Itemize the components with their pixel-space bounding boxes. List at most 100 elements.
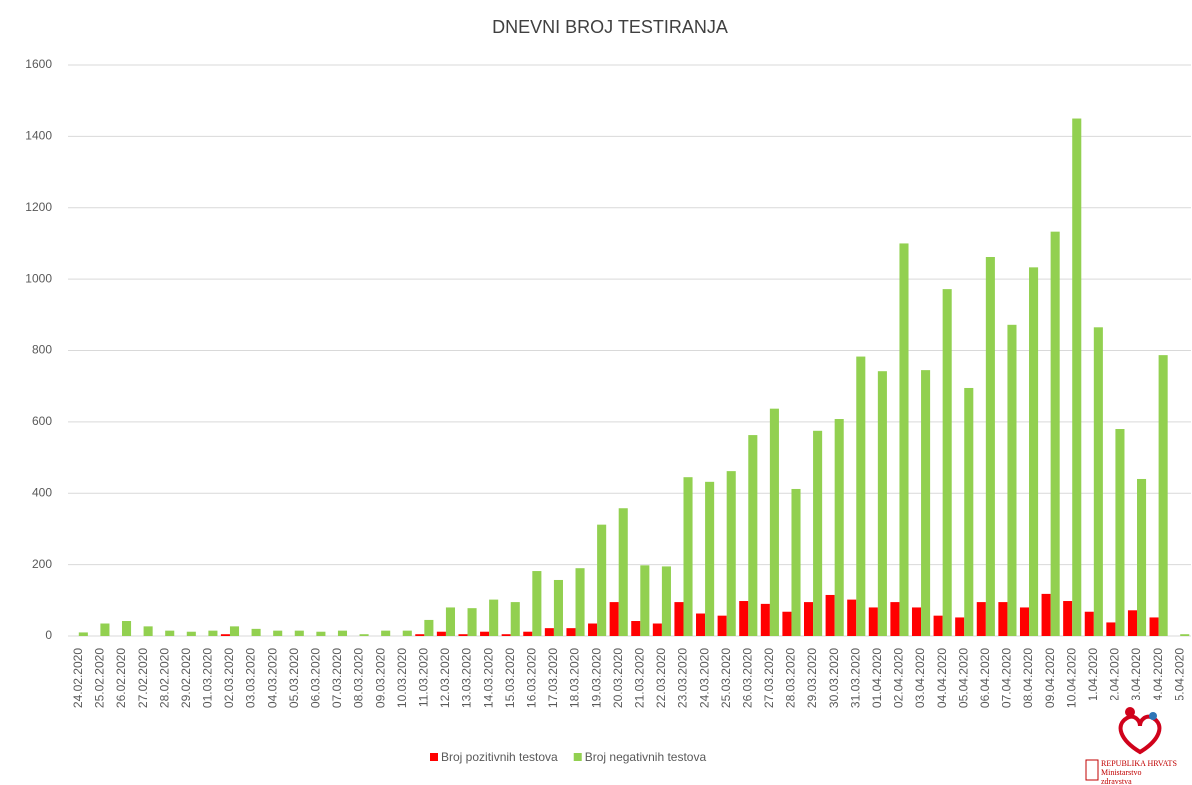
x-tick-label: 09.04.2020 <box>1043 648 1057 708</box>
x-tick-label: 27.02.2020 <box>136 648 150 708</box>
y-tick-label: 1600 <box>25 57 52 71</box>
bar <box>1093 327 1103 636</box>
y-tick-label: 0 <box>45 628 52 642</box>
bar <box>1127 610 1138 636</box>
bar <box>208 630 218 636</box>
bar <box>316 631 326 636</box>
bar <box>1115 429 1125 636</box>
logo-text: REPUBLIKA HRVATS <box>1101 759 1177 768</box>
bar <box>553 579 563 636</box>
bar <box>640 565 650 636</box>
x-tick-label: 17.03.2020 <box>546 648 560 708</box>
x-tick-label: 26.02.2020 <box>114 648 128 708</box>
y-tick-label: 1400 <box>25 129 52 143</box>
bar <box>445 607 456 636</box>
bar <box>825 594 835 636</box>
y-tick-label: 800 <box>32 343 52 357</box>
bar <box>532 571 542 636</box>
x-tick-label: 12.03.2020 <box>438 648 452 708</box>
bar <box>618 508 628 636</box>
x-tick-label: 10.03.2020 <box>395 648 409 708</box>
x-tick-label: 10.04.2020 <box>1064 648 1078 708</box>
bar <box>359 634 369 636</box>
bar <box>575 568 585 636</box>
x-tick-label: 29.03.2020 <box>805 648 819 708</box>
y-tick-label: 200 <box>32 557 52 571</box>
bar <box>890 602 900 636</box>
bar <box>834 419 844 636</box>
bar <box>566 628 576 636</box>
bar <box>1158 355 1168 636</box>
bar <box>273 630 283 636</box>
bar <box>165 630 175 636</box>
bar <box>1180 634 1190 636</box>
bar <box>911 607 922 636</box>
bar <box>976 602 986 636</box>
legend-swatch <box>430 753 438 761</box>
bar <box>1149 617 1159 636</box>
bar <box>294 630 304 636</box>
x-tick-label: 03.04.2020 <box>913 648 927 708</box>
bar <box>942 289 952 636</box>
x-tick-label: 15.04.2020 <box>1172 648 1186 708</box>
bar <box>998 602 1008 636</box>
x-tick-label: 24.02.2020 <box>71 648 85 708</box>
x-tick-label: 24.03.2020 <box>697 648 711 708</box>
bar <box>769 408 779 636</box>
logo-crest <box>1085 759 1099 781</box>
legend-label: Broj negativnih testova <box>585 750 707 764</box>
legend-label: Broj pozitivnih testova <box>441 750 558 764</box>
chart-title: DNEVNI BROJ TESTIRANJA <box>492 17 728 37</box>
bar <box>652 623 662 636</box>
bar <box>337 630 348 636</box>
x-tick-label: 03.03.2020 <box>244 648 258 708</box>
bar <box>480 631 490 636</box>
bar <box>921 370 931 636</box>
bar <box>985 256 995 636</box>
x-tick-label: 06.03.2020 <box>309 648 323 708</box>
bar <box>683 477 693 636</box>
bar <box>739 601 749 636</box>
y-tick-label: 1200 <box>25 200 52 214</box>
x-tick-label: 06.04.2020 <box>978 648 992 708</box>
logo-head <box>1125 707 1135 717</box>
bar <box>1029 267 1039 636</box>
bar <box>78 632 88 636</box>
bar <box>100 623 110 636</box>
bar <box>717 615 727 636</box>
x-tick-label: 18.03.2020 <box>568 648 582 708</box>
x-tick-label: 09.03.2020 <box>373 648 387 708</box>
bar <box>523 631 533 636</box>
x-tick-label: 01.03.2020 <box>201 648 215 708</box>
bar <box>1041 593 1051 636</box>
x-tick-label: 08.03.2020 <box>352 648 366 708</box>
bar <box>143 626 153 636</box>
x-tick-label: 14.04.2020 <box>1151 648 1165 708</box>
bar <box>1019 607 1030 636</box>
bar <box>631 621 641 636</box>
bar <box>1050 231 1060 636</box>
x-tick-label: 29.02.2020 <box>179 648 193 708</box>
bar <box>186 631 196 636</box>
x-tick-label: 31.03.2020 <box>848 648 862 708</box>
bar <box>847 599 857 636</box>
bar <box>868 607 878 636</box>
x-tick-label: 14.03.2020 <box>481 648 495 708</box>
bar <box>782 611 792 636</box>
x-tick-label: 22.03.2020 <box>654 648 668 708</box>
x-tick-label: 19.03.2020 <box>589 648 603 708</box>
bar <box>955 617 965 636</box>
x-tick-label: 08.04.2020 <box>1021 648 1035 708</box>
bar <box>661 566 671 636</box>
bar <box>933 615 943 636</box>
bar <box>1106 622 1116 636</box>
x-tick-label: 21.03.2020 <box>632 648 646 708</box>
bar <box>726 471 736 636</box>
x-tick-label: 04.04.2020 <box>935 648 949 708</box>
x-tick-label: 05.04.2020 <box>956 648 970 708</box>
bar <box>964 387 974 636</box>
bar <box>424 619 434 636</box>
x-tick-label: 15.03.2020 <box>503 648 517 708</box>
bar <box>1072 118 1082 636</box>
bar <box>705 481 715 636</box>
